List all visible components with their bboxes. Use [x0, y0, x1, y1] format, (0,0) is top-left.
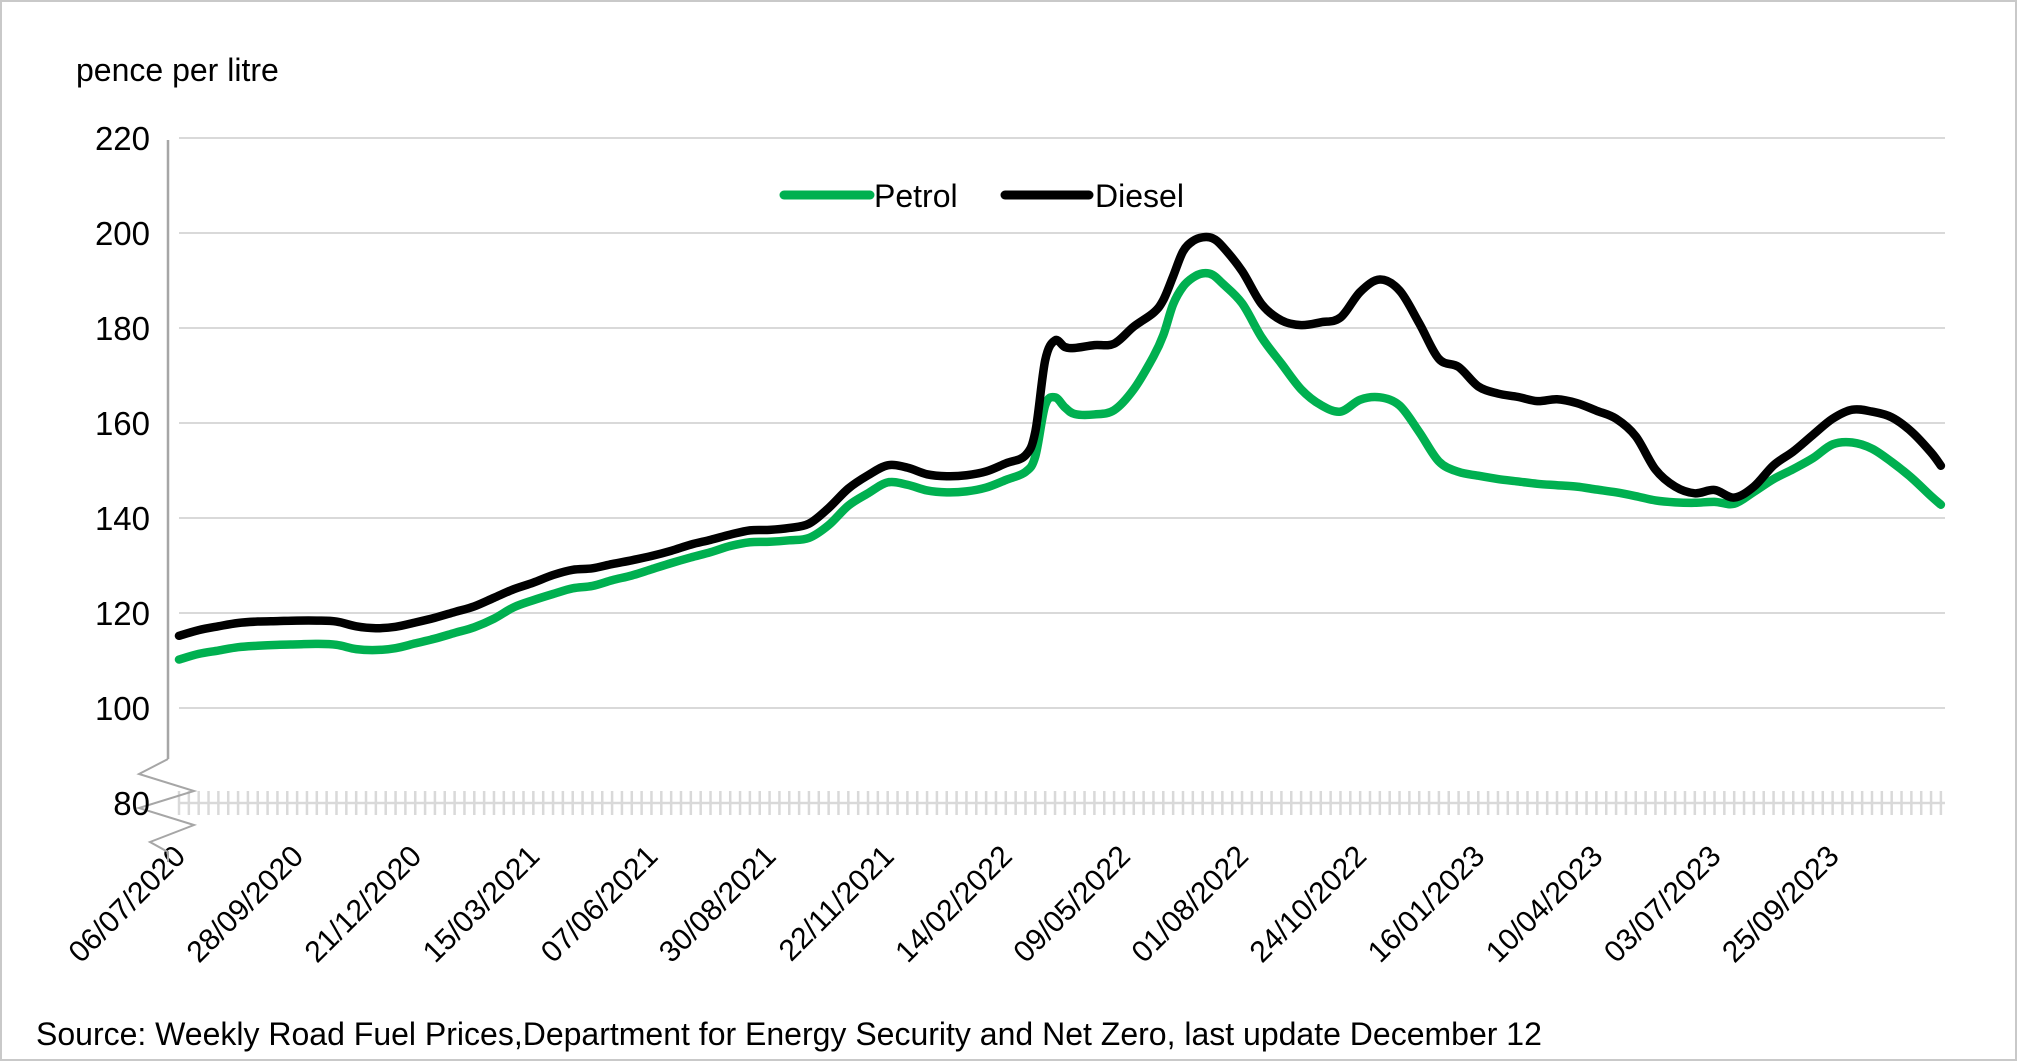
legend: Petrol Diesel [779, 178, 1184, 214]
x-tick-label: 10/04/2023 [1480, 840, 1610, 970]
y-axis-break-icon [135, 758, 198, 862]
x-axis: 06/07/202028/09/202021/12/202015/03/2021… [62, 791, 1945, 969]
x-tick-label: 24/10/2022 [1244, 840, 1374, 970]
petrol-line [174, 268, 1946, 664]
data-series [174, 232, 1946, 664]
y-axis: 220 200 180 160 140 120 100 80 [95, 120, 198, 862]
y-tick-label: 180 [95, 310, 150, 347]
x-tick-label: 22/11/2021 [773, 840, 901, 968]
y-tick-label: 220 [95, 120, 150, 157]
y-tick-label: 120 [95, 595, 150, 632]
diesel-line [174, 232, 1946, 641]
y-tick-label: 200 [95, 215, 150, 252]
x-tick-label: 09/05/2022 [1007, 840, 1137, 970]
x-tick-label: 14/02/2022 [889, 840, 1019, 970]
x-tick-label: 16/01/2023 [1362, 840, 1492, 970]
y-tick-label: 140 [95, 500, 150, 537]
x-tick-label: 21/12/2020 [299, 840, 429, 970]
y-tick-label: 100 [95, 690, 150, 727]
source-caption: Source: Weekly Road Fuel Prices,Departme… [36, 1016, 1542, 1052]
x-tick-label: 25/09/2023 [1716, 840, 1846, 970]
x-tick-label: 30/08/2021 [653, 840, 783, 970]
y-tick-label: 160 [95, 405, 150, 442]
x-tick-label: 06/07/2020 [62, 840, 192, 970]
legend-diesel-label: Diesel [1095, 178, 1184, 214]
x-tick-label: 03/07/2023 [1598, 840, 1728, 970]
y-axis-title: pence per litre [76, 52, 279, 88]
x-tick-label: 07/06/2021 [535, 840, 665, 970]
x-tick-label: 28/09/2020 [181, 840, 311, 970]
gridlines [179, 137, 1945, 709]
legend-petrol-label: Petrol [874, 178, 958, 214]
x-tick-label: 01/08/2022 [1125, 840, 1255, 970]
x-tick-label: 15/03/2021 [417, 840, 547, 970]
y-tick-label: 80 [113, 785, 150, 822]
